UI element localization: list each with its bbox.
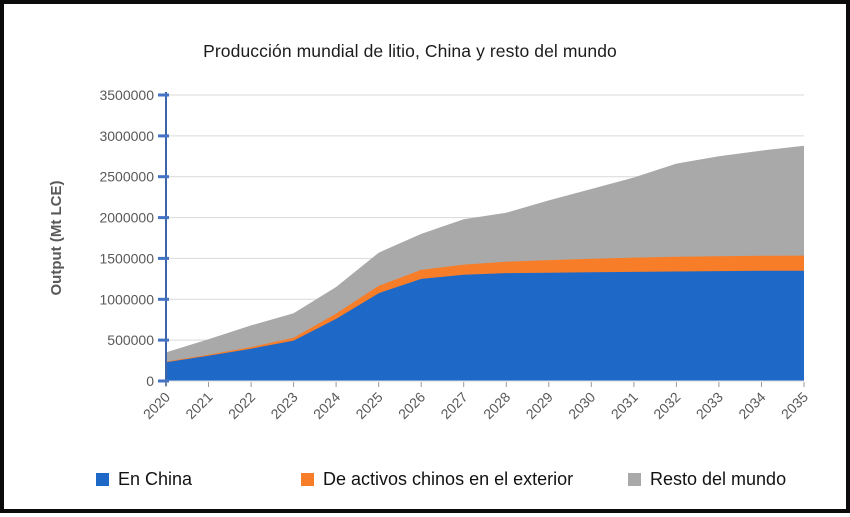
y-tick-label: 2500000 — [99, 169, 154, 185]
x-tick-label: 2031 — [608, 389, 641, 422]
legend-label-en-china: En China — [118, 468, 193, 489]
x-tick-label: 2032 — [650, 389, 683, 422]
x-tick-label: 2034 — [735, 389, 768, 422]
y-tick-label: 3500000 — [99, 87, 154, 103]
x-tick-label: 2026 — [395, 389, 428, 422]
x-tick-label: 2021 — [182, 389, 215, 422]
y-tick-label: 1500000 — [99, 250, 154, 266]
chart-canvas: 0 500000 1000000 1500000 2000000 2500000 30000… — [48, 87, 811, 422]
y-tick-label: 500000 — [107, 332, 154, 348]
x-tick-label: 2022 — [225, 389, 258, 422]
x-tick-label: 2027 — [437, 389, 470, 422]
legend-item-activos-exterior: De activos chinos en el exterior — [301, 466, 573, 492]
chart-title: Producción mundial de litio, China y res… — [203, 41, 617, 61]
x-tick-label: 2024 — [310, 389, 343, 422]
x-tick-label: 2020 — [140, 389, 173, 422]
legend-swatch-resto-mundo — [628, 472, 641, 486]
x-tick-label: 2023 — [267, 389, 300, 422]
x-tick-label: 2029 — [523, 389, 556, 422]
x-tick-label: 2025 — [352, 389, 385, 422]
x-tick-label: 2028 — [480, 389, 513, 422]
legend-swatch-activos-exterior — [301, 472, 314, 486]
y-tick-label: 0 — [146, 373, 154, 389]
y-tick-label: 1000000 — [99, 291, 154, 307]
legend-label-activos-exterior: De activos chinos en el exterior — [323, 468, 574, 489]
x-tick-label: 2035 — [778, 389, 811, 422]
y-tick-label: 2000000 — [99, 210, 154, 226]
legend-item-en-china: En China — [96, 466, 192, 492]
area-series-0 — [166, 270, 804, 381]
legend-swatch-en-china — [96, 472, 109, 486]
y-tick-label: 3000000 — [99, 128, 154, 144]
x-tick-label: 2033 — [693, 389, 726, 422]
x-tick-label: 2030 — [565, 389, 598, 422]
legend: En China De activos chinos en el exterio… — [4, 466, 850, 496]
y-axis-title: Output (Mt LCE) — [48, 181, 65, 296]
legend-label-resto-mundo: Resto del mundo — [650, 468, 787, 489]
legend-item-resto-mundo: Resto del mundo — [628, 466, 786, 492]
